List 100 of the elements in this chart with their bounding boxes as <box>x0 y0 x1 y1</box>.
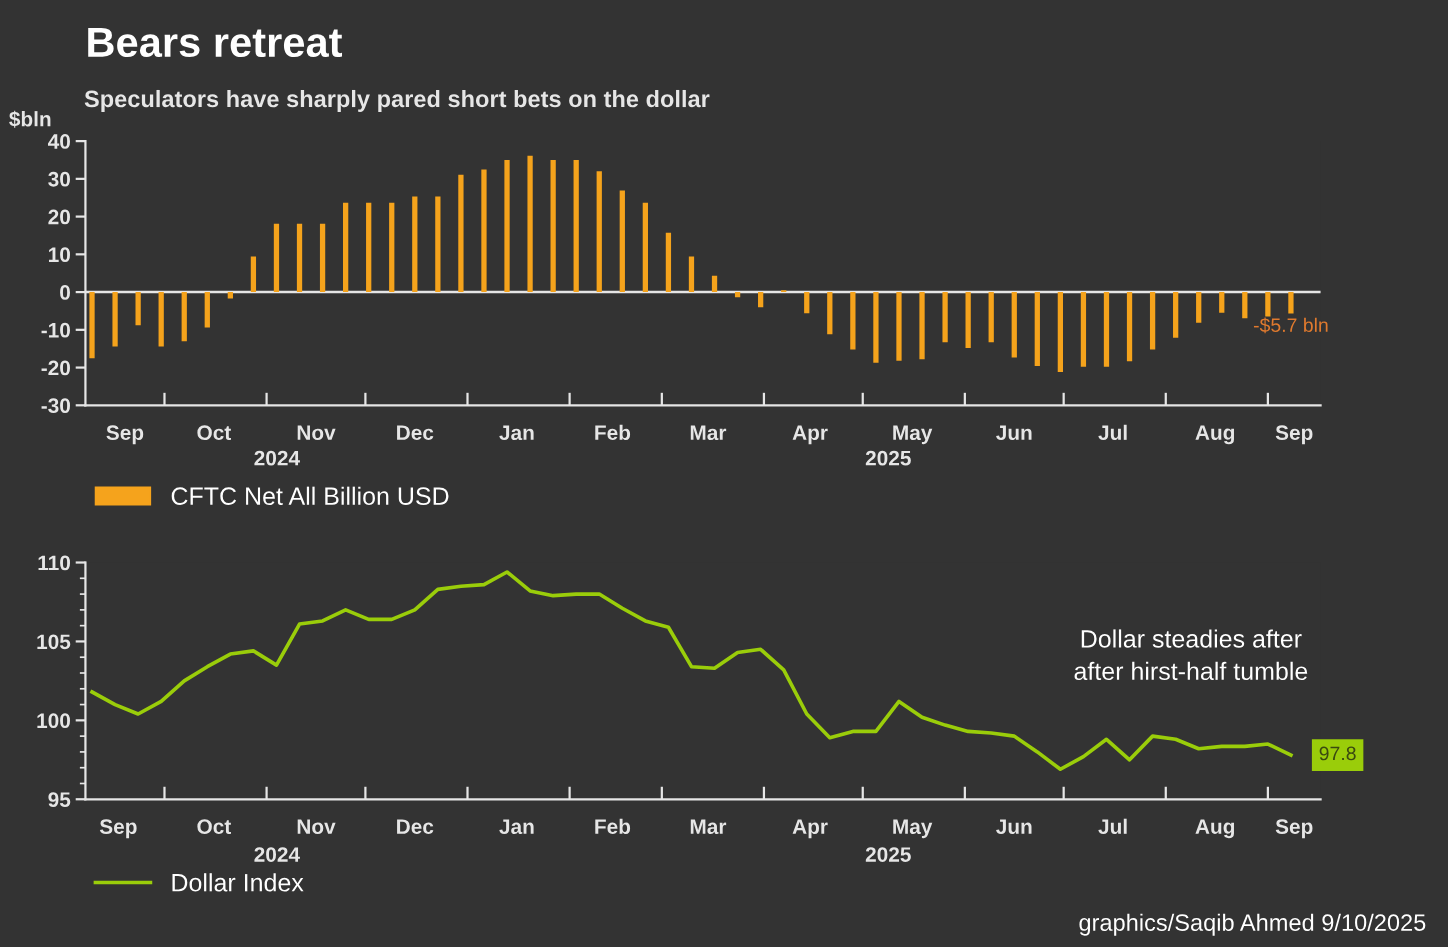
bar <box>389 202 395 293</box>
bar <box>435 196 441 293</box>
data-label: 97.8 <box>1319 746 1356 761</box>
bar <box>688 256 695 293</box>
bar <box>596 171 602 293</box>
bar <box>550 159 556 293</box>
bar <box>296 223 303 293</box>
x-tick-label: May <box>893 425 933 445</box>
legend-label: CFTC Net All Billion USD <box>171 486 449 506</box>
bar <box>481 169 487 293</box>
bar <box>988 292 994 343</box>
y-tick-label: 95 <box>48 792 71 808</box>
bar <box>1173 292 1179 338</box>
bar <box>1242 292 1248 319</box>
y-tick-label: 10 <box>48 247 70 263</box>
bar <box>273 223 280 293</box>
y-tick-label: 30 <box>48 171 70 187</box>
bar <box>919 292 925 360</box>
bar <box>89 292 95 359</box>
x-tick-label: Dec <box>397 819 434 835</box>
x-tick-label: Sep <box>99 819 137 839</box>
bar <box>1034 292 1040 367</box>
bar <box>343 202 349 293</box>
y-axis-title: $bln <box>9 110 51 128</box>
chart-subtitle: Speculators have sharply pared short bets on the dollar <box>84 89 710 112</box>
bar <box>181 292 187 342</box>
bar <box>204 292 210 328</box>
x-tick-label: Jul <box>1098 424 1127 441</box>
annotation: Dollar steadies after after hirst-half tumble <box>1074 629 1308 681</box>
text: 2025 <box>865 450 911 466</box>
y-tick-label: 0 <box>60 285 70 300</box>
y-tick-label: -30 <box>41 398 70 414</box>
bar <box>158 292 164 347</box>
bar <box>250 256 257 293</box>
bar <box>665 232 672 293</box>
x-tick-label: Sep <box>1275 819 1313 839</box>
y-tick-label: 20 <box>48 209 70 225</box>
x-tick-label: Nov <box>297 425 336 441</box>
x-tick-label: Sep <box>106 425 144 445</box>
bar <box>1126 292 1133 362</box>
bar <box>1219 292 1225 313</box>
bar <box>1288 292 1294 314</box>
bar <box>504 159 510 293</box>
bar <box>112 292 118 347</box>
x-tick-label: Apr <box>792 425 828 445</box>
x-tick-label: Feb <box>595 424 631 441</box>
text: 2024 <box>254 450 300 466</box>
bar <box>711 275 718 293</box>
bar <box>873 292 879 363</box>
y-tick-label: 100 <box>37 713 70 729</box>
x-tick-label: Oct <box>197 819 231 835</box>
bar <box>135 292 141 326</box>
bar <box>1196 292 1202 323</box>
bar <box>1103 292 1110 367</box>
y-tick-label: 105 <box>37 634 71 650</box>
bar <box>1057 292 1064 373</box>
bar <box>1149 292 1156 350</box>
bar <box>827 292 833 335</box>
text: 2025 <box>865 847 911 862</box>
x-tick-label: Mar <box>690 425 727 441</box>
bar <box>619 190 625 293</box>
bar <box>573 159 579 293</box>
x-tick-label: Jun <box>996 425 1032 441</box>
bar <box>412 196 418 293</box>
chart-title: Bears retreat <box>88 28 343 58</box>
x-tick-label: Dec <box>397 425 434 441</box>
y-tick-label: -20 <box>41 360 70 376</box>
data-label: -$5.7 bln <box>1253 317 1328 334</box>
x-tick-label: Jan <box>499 425 534 441</box>
bar <box>942 292 948 343</box>
bar <box>1080 292 1087 367</box>
y-tick-label: 40 <box>47 134 70 149</box>
x-tick-label: Nov <box>297 819 336 835</box>
x-tick-label: Mar <box>690 819 727 835</box>
text: graphics/Saqib Ahmed 9/10/2025 <box>1079 913 1426 936</box>
bar <box>1265 292 1271 317</box>
x-tick-label: Jan <box>499 819 534 835</box>
x-tick-label: Aug <box>1195 819 1235 839</box>
bar <box>458 174 464 293</box>
x-tick-label: Oct <box>197 425 231 441</box>
x-tick-label: Feb <box>595 818 631 835</box>
x-tick-label: May <box>893 819 933 839</box>
bar <box>804 292 810 314</box>
legend-label: Dollar Index <box>172 873 304 892</box>
x-tick-label: Jul <box>1098 818 1127 835</box>
bar <box>850 292 856 350</box>
x-tick-label: Apr <box>792 819 828 839</box>
text: 2024 <box>254 847 300 862</box>
x-tick-label: Jun <box>996 819 1032 835</box>
y-tick-label: -10 <box>41 322 70 338</box>
bar <box>758 292 764 308</box>
bar <box>965 292 971 348</box>
x-tick-label: Aug <box>1195 425 1235 445</box>
bar <box>1011 292 1017 358</box>
x-tick-label: Sep <box>1275 425 1313 445</box>
bar <box>527 155 533 293</box>
bar <box>366 202 372 293</box>
bar <box>642 202 648 293</box>
bar <box>896 292 902 361</box>
y-tick-label: 110 <box>38 555 70 571</box>
